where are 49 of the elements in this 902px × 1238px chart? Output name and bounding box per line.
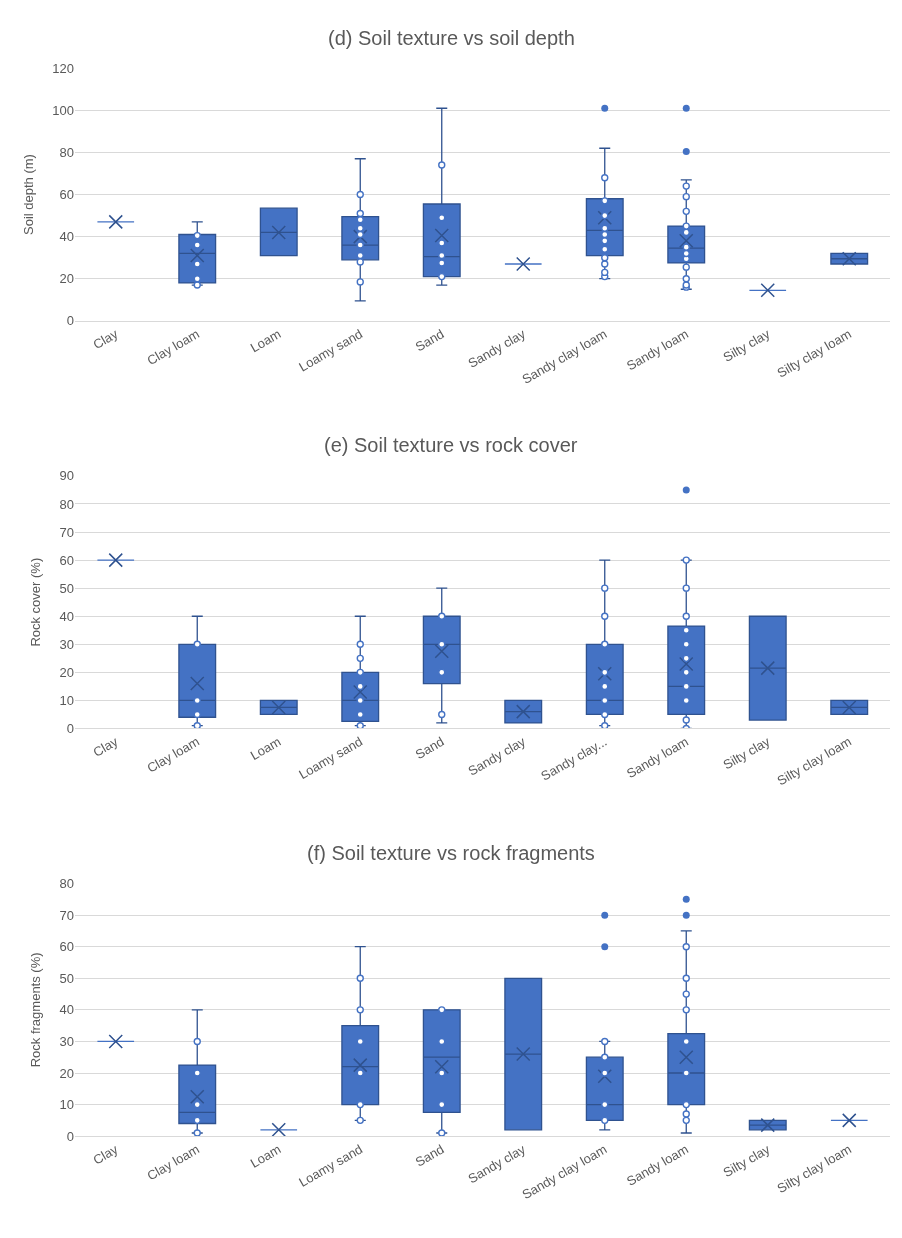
x-tick-label: Silty clay loam <box>774 326 854 381</box>
x-tick-label: Silty clay <box>720 733 773 773</box>
y-tick-label: 0 <box>66 1128 74 1144</box>
x-tick-label: Silty clay <box>720 1141 773 1181</box>
y-axis-title: Rock cover (%) <box>28 557 44 647</box>
x-tick-label: Sand <box>412 1141 447 1170</box>
y-axis-title: Soil depth (m) <box>21 154 37 235</box>
y-tick-label: 70 <box>59 524 74 540</box>
x-tick-label: Clay <box>90 1141 121 1168</box>
y-tick-label: 80 <box>59 144 74 160</box>
chart-title: (d) Soil texture vs soil depth <box>328 27 575 49</box>
y-tick-label: 40 <box>59 1002 74 1018</box>
x-tick-label: Loam <box>247 1141 284 1171</box>
x-tick-label: Clay <box>90 733 121 760</box>
y-tick-label: 60 <box>59 187 74 203</box>
y-tick-label: 0 <box>66 721 74 737</box>
y-tick-label: 60 <box>59 552 74 568</box>
x-tick-label: Clay loam <box>144 326 202 369</box>
y-tick-label: 10 <box>59 692 74 708</box>
y-tick-label: 120 <box>52 60 74 76</box>
y-tick-label: 20 <box>59 271 74 287</box>
y-tick-label: 20 <box>59 1065 74 1081</box>
y-tick-label: 100 <box>52 102 74 118</box>
y-axis-title: Rock fragments (%) <box>28 952 44 1068</box>
chart-title: (e) Soil texture vs rock cover <box>324 434 578 456</box>
x-tick-label: Loam <box>247 326 284 356</box>
y-tick-label: 10 <box>59 1097 74 1113</box>
y-tick-label: 40 <box>59 229 74 245</box>
y-tick-label: 90 <box>59 468 74 484</box>
y-tick-label: 20 <box>59 664 74 680</box>
y-tick-label: 80 <box>59 876 74 892</box>
x-tick-label: Silty clay loam <box>774 733 854 789</box>
y-tick-label: 30 <box>59 1033 74 1049</box>
x-tick-label: Silty clay <box>720 325 773 365</box>
y-tick-label: 60 <box>59 939 74 955</box>
x-tick-label: Clay loam <box>144 733 202 776</box>
y-tick-label: 0 <box>66 313 74 329</box>
x-tick-label: Silty clay loam <box>774 1141 854 1197</box>
x-tick-label: Sand <box>412 326 447 355</box>
y-tick-label: 30 <box>59 636 74 652</box>
y-tick-label: 50 <box>59 580 74 596</box>
chart-title: (f) Soil texture vs rock fragments <box>307 842 595 864</box>
x-tick-label: Clay <box>90 325 121 353</box>
y-tick-label: 50 <box>59 970 74 986</box>
y-tick-label: 70 <box>59 907 74 923</box>
x-tick-label: Clay loam <box>144 1141 202 1184</box>
y-tick-label: 80 <box>59 496 74 512</box>
y-tick-label: 40 <box>59 608 74 624</box>
x-tick-label: Loam <box>247 733 284 764</box>
